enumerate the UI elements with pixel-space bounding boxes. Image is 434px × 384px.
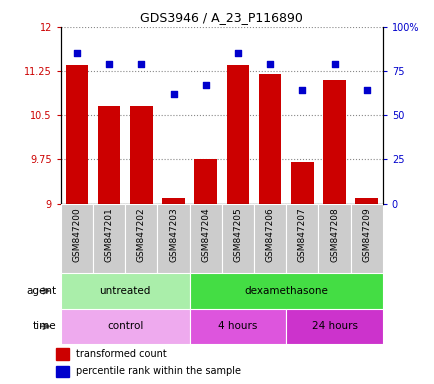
Point [202,82,209,88]
Text: GSM847200: GSM847200 [72,207,81,262]
Bar [322,80,345,204]
Text: 24 hours: 24 hours [311,321,357,331]
Text: time: time [33,321,56,331]
Text: GSM847207: GSM847207 [297,207,306,262]
Text: dexamethasone: dexamethasone [244,286,327,296]
Text: GSM847202: GSM847202 [137,207,145,262]
Bar [61,309,189,344]
Bar [130,106,152,204]
Text: GSM847203: GSM847203 [169,207,178,262]
Text: percentile rank within the sample: percentile rank within the sample [76,366,240,376]
Bar [56,348,69,360]
Text: GSM847205: GSM847205 [233,207,242,262]
Point [73,50,80,56]
Point [330,61,337,67]
Point [170,91,177,97]
Text: GSM847209: GSM847209 [362,207,370,262]
Text: 4 hours: 4 hours [218,321,257,331]
Bar [98,106,120,204]
Bar [157,204,189,273]
Text: transformed count: transformed count [76,349,166,359]
Text: GSM847208: GSM847208 [329,207,338,262]
Bar [355,198,377,204]
Title: GDS3946 / A_23_P116890: GDS3946 / A_23_P116890 [140,11,302,24]
Bar [226,65,249,204]
Bar [189,309,286,344]
Point [105,61,112,67]
Text: GSM847204: GSM847204 [201,207,210,262]
Point [234,50,241,56]
Bar [66,65,88,204]
Bar [290,162,313,204]
Bar [318,204,350,273]
Point [362,88,369,94]
Bar [253,204,286,273]
Bar [162,198,184,204]
Bar [189,204,221,273]
Text: untreated: untreated [99,286,151,296]
Bar [286,309,382,344]
Text: GSM847206: GSM847206 [265,207,274,262]
Bar [125,204,157,273]
Bar [189,273,382,309]
Point [298,88,305,94]
Bar [194,159,217,204]
Point [138,61,145,67]
Text: agent: agent [26,286,56,296]
Bar [350,204,382,273]
Text: GSM847201: GSM847201 [105,207,113,262]
Bar [286,204,318,273]
Bar [61,273,189,309]
Bar [56,366,69,377]
Bar [61,204,93,273]
Bar [93,204,125,273]
Point [266,61,273,67]
Text: control: control [107,321,143,331]
Bar [258,74,281,204]
Bar [221,204,253,273]
